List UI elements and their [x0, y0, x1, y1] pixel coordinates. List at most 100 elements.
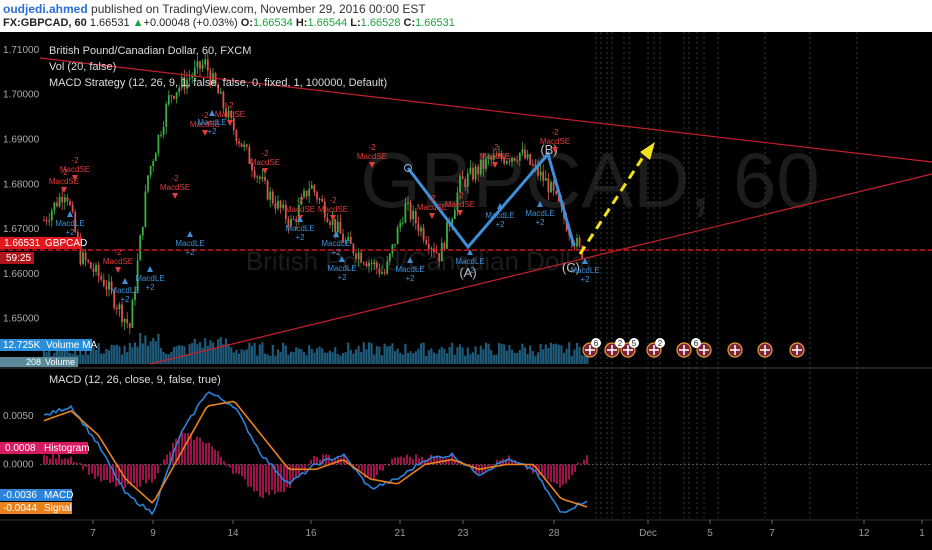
candle-body: [290, 218, 292, 227]
candle-body: [534, 164, 537, 166]
triangle-trendlines[interactable]: [39, 57, 932, 365]
projection-arrow[interactable]: [578, 142, 655, 255]
volume-bar: [531, 351, 534, 364]
volume-bar: [510, 349, 514, 364]
candle-body: [443, 242, 446, 249]
volume-bar: [401, 354, 404, 364]
candle-body: [526, 154, 529, 159]
volume-bar: [445, 353, 449, 364]
time-tick-label: 5: [707, 528, 713, 539]
strategy-legend[interactable]: MACD Strategy (12, 26, 9, 1, false, fals…: [49, 77, 387, 89]
volume-bar: [282, 342, 285, 364]
histogram-bar: [178, 436, 180, 465]
lower-trendline[interactable]: [149, 173, 932, 365]
candle-body: [321, 199, 324, 202]
candle-body: [461, 176, 464, 180]
hist-badge: 0.0008: [5, 443, 36, 454]
candle-body: [552, 181, 555, 191]
time-tick-label: 21: [394, 528, 406, 539]
histogram-bar: [418, 458, 420, 465]
candle-body: [383, 272, 386, 274]
histogram-bar: [220, 457, 222, 465]
volume-bar: [547, 347, 550, 364]
long-qty-label: +2: [65, 228, 75, 237]
time-tick-label: 23: [457, 528, 469, 539]
histogram-bar: [544, 464, 546, 480]
hist-tag-bg: [40, 442, 88, 454]
volume-bar: [409, 351, 412, 364]
histogram-bar: [586, 455, 588, 465]
short-signal-label: MacdSE: [417, 203, 447, 212]
volume-bar: [360, 352, 363, 364]
histogram-bar: [241, 464, 243, 477]
candle-body: [329, 222, 331, 225]
volume-bar: [354, 349, 358, 364]
macd-axis[interactable]: 0.0050 0.0000: [3, 411, 34, 471]
author-link[interactable]: oudjedi.ahmed: [3, 2, 88, 16]
candle-body: [326, 217, 329, 223]
candle-body: [128, 323, 131, 328]
volume-bar: [211, 342, 215, 364]
volume-bar: [562, 352, 566, 364]
volume-bar: [305, 355, 308, 364]
wave-path[interactable]: [406, 150, 576, 250]
histogram-bar: [259, 464, 261, 497]
macd-pane-title[interactable]: MACD (12, 26, close, 9, false, true): [49, 374, 221, 386]
event-count-bubble[interactable]: [691, 338, 701, 348]
vol-legend[interactable]: Vol (20, false): [49, 61, 116, 73]
volume-tag: Volume: [45, 357, 75, 367]
candle-body: [300, 197, 303, 205]
time-axis[interactable]: 7 9 14 16 21 23 28 Dec 5 7 12 1: [90, 520, 925, 539]
candle-body: [92, 268, 95, 272]
event-count-bubble[interactable]: [615, 338, 625, 348]
histogram-bar: [430, 454, 432, 465]
volume-second-value: 208: [26, 357, 41, 367]
volume-bar: [105, 348, 108, 364]
histogram-bar: [400, 456, 402, 465]
histogram-bar: [457, 463, 459, 465]
volume-bar: [175, 346, 178, 364]
chart-canvas[interactable]: GBPCAD, 60 British Pound/Canadian Dollar…: [0, 32, 932, 550]
volume-bar: [217, 339, 220, 364]
upper-trendline[interactable]: [39, 57, 932, 163]
candle-body: [386, 261, 389, 274]
volume-bar: [74, 342, 77, 364]
volume-bar: [484, 342, 488, 364]
candle-body: [360, 252, 363, 263]
candle-body: [69, 201, 71, 205]
histogram-bar: [352, 464, 354, 467]
event-count: 6: [594, 339, 599, 348]
volume-bar: [289, 351, 293, 364]
short-arrow-icon: [457, 210, 463, 216]
event-count-bubble[interactable]: [655, 338, 665, 348]
volume-bar: [323, 352, 326, 364]
candle-body: [407, 202, 409, 204]
event-count: 5: [632, 339, 637, 348]
histogram-bar: [109, 464, 111, 484]
candle-body: [464, 179, 467, 187]
volume-ma-tag-bg: [42, 339, 92, 351]
volume-bar: [113, 345, 116, 364]
long-qty-label: +2: [580, 275, 590, 284]
long-signal-label: MacdLE: [570, 266, 599, 275]
candle-body: [451, 219, 454, 227]
histogram-bar: [217, 451, 219, 465]
event-count-bubble[interactable]: [591, 338, 601, 348]
elliott-wave-abc[interactable]: (A) (B) (C): [404, 142, 581, 280]
long-signal-label: MacdLE: [321, 239, 350, 248]
histogram-bar: [193, 439, 195, 465]
wave-origin-point[interactable]: [404, 164, 412, 172]
projection-line[interactable]: [578, 153, 647, 255]
price-axis[interactable]: 1.65000 1.66000 1.67000 1.68000 1.69000 1.700…: [3, 45, 40, 325]
volume-bar: [516, 352, 519, 364]
volume-bar: [328, 350, 332, 364]
histogram-bar: [208, 442, 210, 465]
candle-body: [154, 153, 157, 162]
volume-bar: [266, 354, 269, 364]
candle-body: [204, 59, 207, 65]
volume-bar: [180, 345, 183, 364]
candle-body: [513, 158, 516, 161]
histogram-bar: [268, 464, 270, 496]
event-count-bubble[interactable]: [629, 338, 639, 348]
